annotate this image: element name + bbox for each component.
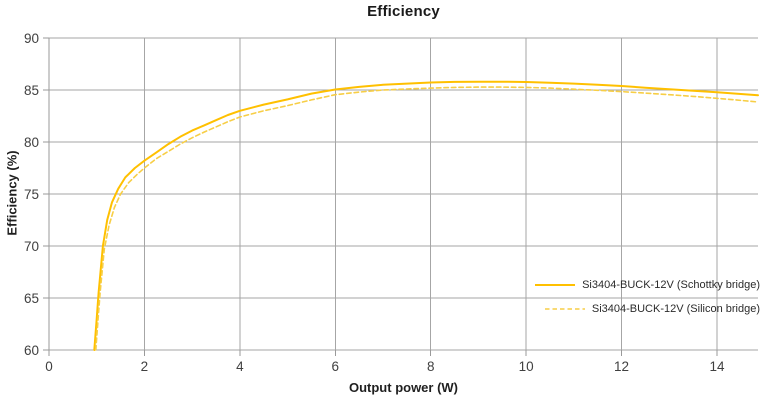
legend-label-schottky: Si3404-BUCK-12V (Schottky bridge)	[582, 279, 760, 291]
x-tick-label: 0	[45, 359, 53, 374]
y-tick-label: 75	[24, 187, 39, 202]
x-tick-label: 4	[236, 359, 244, 374]
y-tick-label: 60	[24, 343, 39, 358]
x-axis-title: Output power (W)	[348, 380, 459, 395]
legend-label-silicon: Si3404-BUCK-12V (Silicon bridge)	[591, 303, 760, 315]
y-tick-label: 70	[24, 239, 39, 254]
legend-item-schottky: Si3404-BUCK-12V (Schottky bridge)	[535, 276, 760, 294]
series-line-silicon	[95, 86, 759, 351]
chart-title: Efficiency	[367, 3, 440, 20]
x-tick-label: 12	[614, 359, 629, 374]
x-tick-label: 10	[519, 359, 534, 374]
x-tick-label: 6	[332, 359, 340, 374]
x-tick-label: 8	[427, 359, 435, 374]
legend: Si3404-BUCK-12V (Schottky bridge) Si3404…	[535, 276, 760, 318]
dashed-line-icon	[544, 308, 585, 310]
legend-item-silicon: Si3404-BUCK-12V (Silicon bridge)	[535, 300, 760, 318]
y-axis-title: Efficiency (%)	[4, 150, 20, 236]
y-tick-label: 80	[24, 135, 39, 150]
x-tick-label: 14	[709, 359, 725, 374]
series-line-schottky	[93, 80, 759, 351]
y-tick-label: 90	[24, 31, 39, 46]
y-tick-label: 65	[24, 291, 39, 306]
solid-line-icon	[535, 284, 576, 286]
y-tick-label: 85	[24, 83, 39, 98]
x-tick-label: 2	[141, 359, 149, 374]
